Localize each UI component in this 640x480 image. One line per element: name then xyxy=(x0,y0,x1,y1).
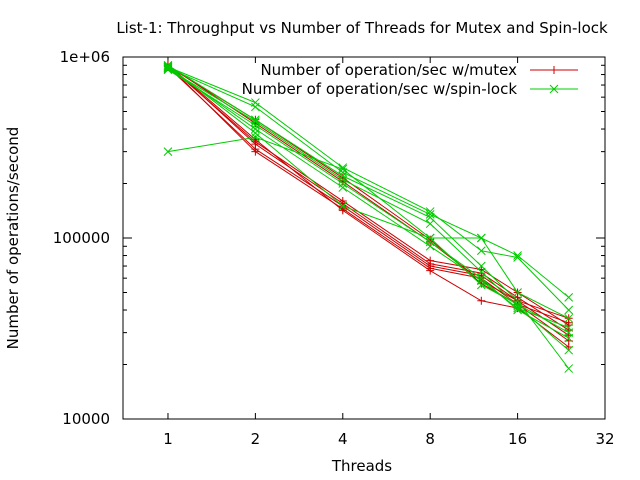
data-point xyxy=(564,323,574,332)
data-point xyxy=(513,253,522,262)
x-tick-label: 1 xyxy=(163,430,173,448)
data-point xyxy=(338,175,348,185)
series-line xyxy=(167,64,570,348)
data-point xyxy=(476,276,486,286)
legend-label: Number of operation/sec w/spin-lock xyxy=(242,80,518,98)
series-layer xyxy=(163,60,574,373)
y-tick-label: 1e+06 xyxy=(60,48,110,66)
data-point xyxy=(425,241,435,251)
data-point xyxy=(477,296,486,305)
data-point xyxy=(476,233,486,243)
data-point xyxy=(513,299,522,309)
data-point xyxy=(476,273,486,283)
data-point xyxy=(338,206,347,215)
data-point xyxy=(550,66,558,74)
data-point xyxy=(338,201,348,211)
series-line xyxy=(167,67,569,329)
x-tick-label: 8 xyxy=(425,430,435,448)
data-point xyxy=(549,84,559,94)
data-point xyxy=(564,313,574,323)
series-line xyxy=(167,64,570,369)
data-point xyxy=(476,246,486,256)
data-point xyxy=(251,102,260,112)
data-point xyxy=(564,305,574,315)
data-point xyxy=(338,171,348,181)
y-tick-label: 100000 xyxy=(53,229,110,247)
data-point xyxy=(338,183,348,192)
data-point xyxy=(513,303,522,313)
series-line xyxy=(167,68,570,351)
x-tick-label: 32 xyxy=(595,430,614,448)
data-point xyxy=(513,288,522,297)
data-point xyxy=(425,213,435,222)
data-point xyxy=(251,132,260,142)
data-point xyxy=(163,63,173,72)
x-tick-label: 4 xyxy=(338,430,348,448)
x-axis-label: Threads xyxy=(331,457,392,475)
data-point xyxy=(425,233,435,243)
series-spin-lock xyxy=(163,60,574,373)
data-point xyxy=(251,124,260,134)
data-point xyxy=(163,147,173,156)
data-point xyxy=(338,168,348,177)
y-axis-label: Number of operations/second xyxy=(4,127,22,350)
x-tick-label: 16 xyxy=(508,430,527,448)
data-point xyxy=(338,197,347,206)
data-point xyxy=(564,292,574,302)
plot-frame xyxy=(122,56,606,420)
data-point xyxy=(251,120,260,130)
data-point xyxy=(251,117,260,126)
data-point xyxy=(338,164,348,174)
data-point xyxy=(425,210,435,219)
data-point xyxy=(513,251,522,260)
data-point xyxy=(476,267,486,277)
data-point xyxy=(425,219,435,229)
y-axis: 10000 100000 1e+06 xyxy=(53,48,605,428)
series-mutex xyxy=(163,60,573,351)
y-tick-label: 10000 xyxy=(62,410,110,428)
x-axis: 1 2 4 8 16 32 xyxy=(163,57,615,448)
data-point xyxy=(426,266,435,275)
data-point xyxy=(564,364,574,373)
data-point xyxy=(163,65,173,75)
x-tick-label: 2 xyxy=(251,430,261,448)
data-point xyxy=(426,256,435,265)
series-line xyxy=(167,64,569,331)
data-point xyxy=(564,345,574,355)
legend-label: Number of operation/sec w/mutex xyxy=(260,61,517,79)
chart-title: List-1: Throughput vs Number of Threads … xyxy=(116,19,608,37)
series-line xyxy=(167,136,570,298)
